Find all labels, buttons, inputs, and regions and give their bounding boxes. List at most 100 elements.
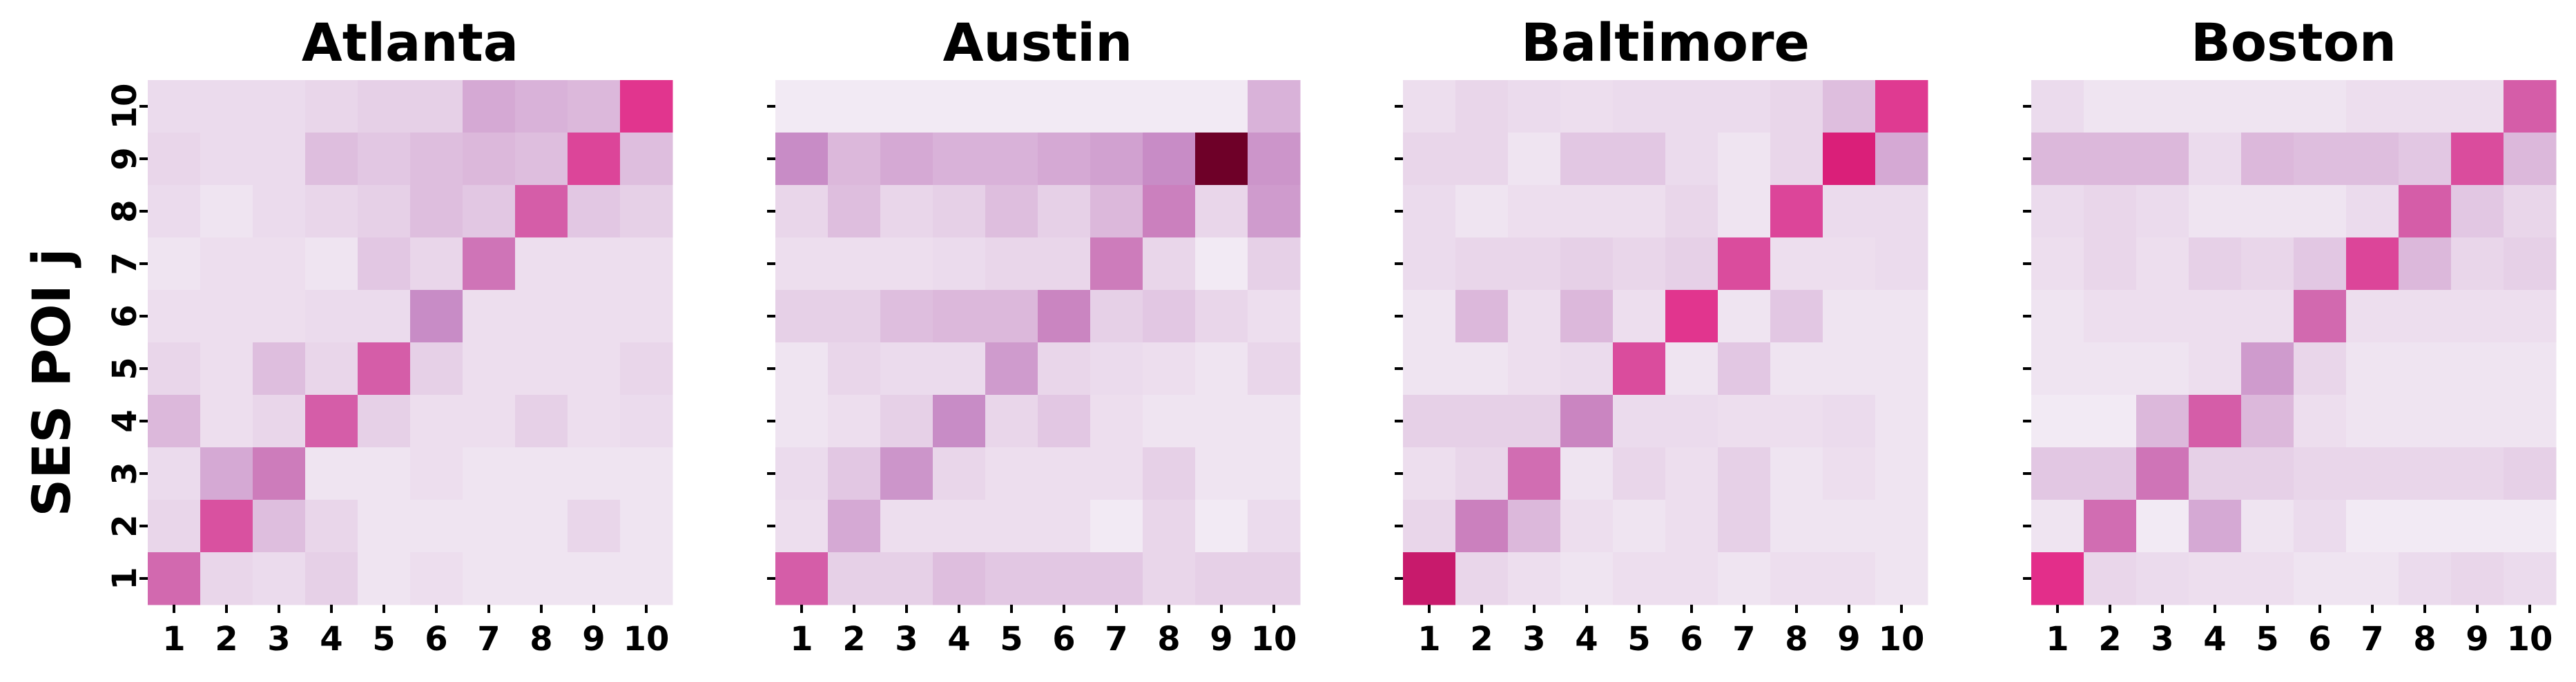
heatmap-cell [933,500,986,553]
heatmap-cell [200,237,253,291]
heatmap-cell [880,342,933,396]
heatmap-cell [1875,447,1928,500]
heatmap-cell [148,552,201,605]
heatmap-cell [2504,552,2557,605]
heatmap-cell [933,80,986,133]
x-tick-label: 8 [1157,620,1180,659]
heatmap-cell [1090,237,1143,291]
x-tick-label: 9 [582,620,605,659]
heatmap-cell [1038,342,1091,396]
heatmap-cell [1613,447,1666,500]
heatmap-cell [2189,342,2242,396]
heatmap-cell [2346,395,2399,448]
heatmap-cell [2031,237,2084,291]
heatmap-cell [253,237,306,291]
heatmap-cell [1403,395,1456,448]
heatmap-cell [1195,447,1248,500]
heatmap-cell [620,133,673,186]
heatmap-cell [305,185,358,238]
heatmap-cell [1403,133,1456,186]
heatmap-cell [1823,447,1876,500]
y-axis-label: SES POI j [21,249,82,517]
heatmap-cell [775,552,829,605]
heatmap-cell [1508,185,1561,238]
heatmap-cell [620,447,673,500]
y-tick-label: 9 [106,147,144,170]
heatmap-cell [2189,80,2242,133]
heatmap-cell [828,185,881,238]
heatmap-cell [410,290,463,343]
heatmap-cell [253,500,306,553]
heatmap-cell [1248,342,1301,396]
heatmap-cell [2399,395,2452,448]
heatmap-cell [828,80,881,133]
heatmap-cell [463,80,516,133]
heatmap-cell [1718,447,1771,500]
heatmap-cell [933,237,986,291]
heatmap-cell [1875,552,1928,605]
heatmap-cell [985,185,1038,238]
heatmap-cell [2136,552,2189,605]
heatmap-cell [1248,552,1301,605]
heatmap-cell [568,290,621,343]
heatmap-cell [1090,500,1143,553]
heatmap-cell [828,342,881,396]
heatmap-cell [1038,447,1091,500]
heatmap-cell [2189,395,2242,448]
heatmap-cell [148,290,201,343]
heatmap-cell [200,395,253,448]
heatmap-cell [2084,237,2137,291]
global-ylabel: SES POI j [21,249,82,517]
heatmap-cell [2346,80,2399,133]
x-tick-label: 8 [530,620,552,659]
heatmap-cell [2294,237,2347,291]
heatmap-cell [1195,80,1248,133]
heatmap-cell [1143,500,1196,553]
heatmap-cell [2294,447,2347,500]
x-tick-label: 2 [842,620,865,659]
heatmap-cell [463,185,516,238]
heatmap-cell [2504,447,2557,500]
heatmap-cell [2084,552,2137,605]
heatmap-cell [1560,80,1614,133]
heatmap-cell [568,500,621,553]
heatmap-cell [1665,290,1718,343]
heatmap-cell [1875,133,1928,186]
heatmap-cell [620,552,673,605]
heatmap-cell [620,342,673,396]
x-tick-label: 1 [162,620,185,659]
heatmap-cell [2294,133,2347,186]
heatmap-cell [2399,447,2452,500]
heatmap-cell [2136,237,2189,291]
heatmap-cell [620,80,673,133]
heatmap-cell [200,342,253,396]
heatmap-cell [1195,185,1248,238]
x-tick-label: 2 [215,620,238,659]
heatmap-cell [2031,133,2084,186]
heatmap-cell [1823,133,1876,186]
heatmap-cell [358,80,411,133]
x-tick-label: 8 [1785,620,1808,659]
heatmap-cell [253,395,306,448]
heatmap-cell [463,395,516,448]
heatmap-cell [1823,237,1876,291]
heatmap-cell [358,342,411,396]
heatmap-cell [1875,500,1928,553]
heatmap-cell [2504,185,2557,238]
x-tick-label: 4 [947,620,970,659]
heatmap-cell [1823,552,1876,605]
heatmap-cell [1455,185,1509,238]
heatmap-cell [1718,185,1771,238]
x-tick-label: 6 [1680,620,1703,659]
heatmap-cell [1560,500,1614,553]
y-tick-label: 2 [106,514,144,537]
heatmap-cell [1195,133,1248,186]
x-tick-label: 1 [1417,620,1440,659]
heatmap-cell [305,290,358,343]
heatmap-cell [568,133,621,186]
heatmap-cell [1508,395,1561,448]
heatmap-cell [933,185,986,238]
x-tick-label: 10 [1251,620,1297,659]
y-tick-label: 3 [106,462,144,485]
heatmap-cell [358,133,411,186]
